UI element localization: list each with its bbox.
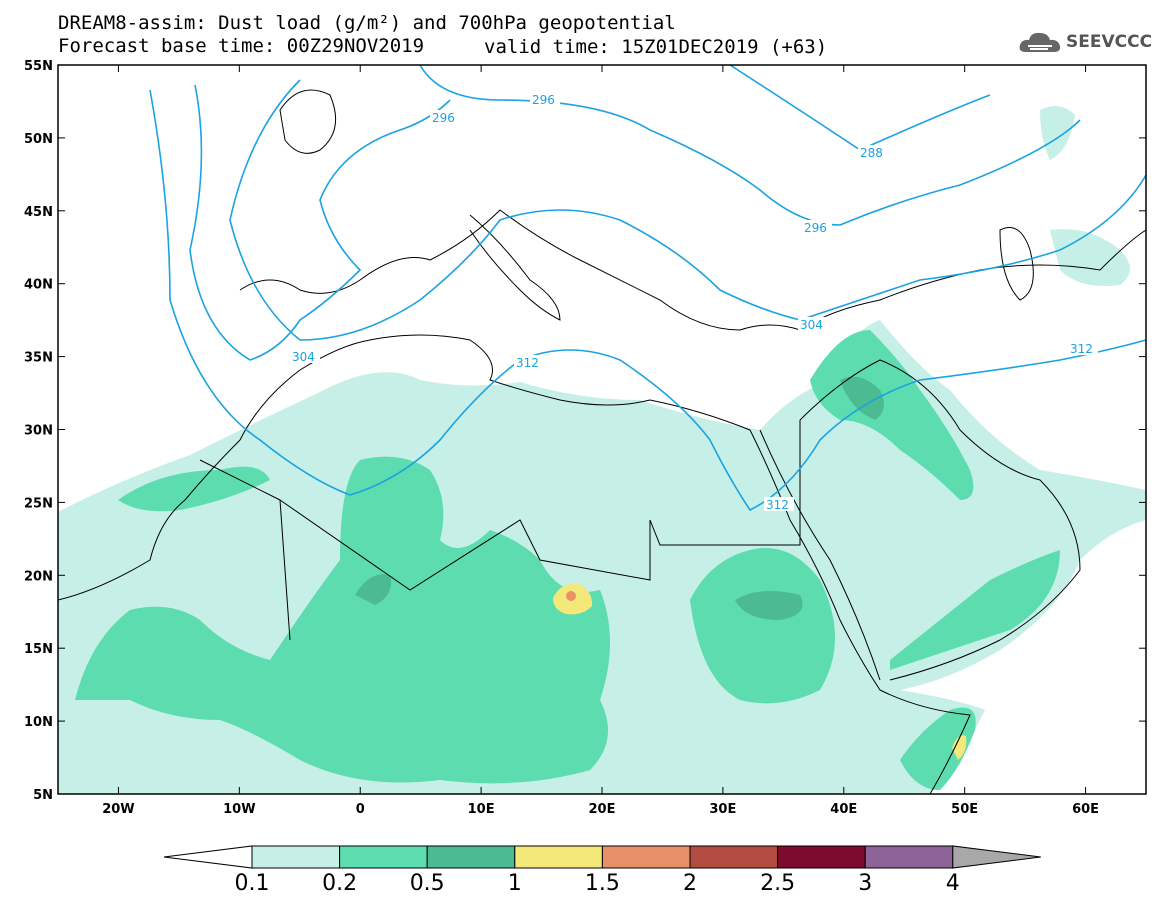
- axis-ticks: [58, 64, 1146, 795]
- colorbar-label: 0.2: [322, 871, 357, 896]
- lon-label: 10W: [223, 802, 255, 817]
- dust-region-east: [1040, 106, 1075, 160]
- coast-arabia: [799, 359, 1081, 681]
- lon-label: 30E: [709, 802, 736, 817]
- contour-label-296-west: 296: [432, 111, 455, 125]
- colorbar-label: 2: [683, 871, 697, 896]
- dust-region-mid: [75, 456, 610, 784]
- colorbar-box: [426, 845, 516, 869]
- contour-label-312-east: 312: [1070, 342, 1093, 356]
- border-sahara: [199, 420, 801, 641]
- lat-label: 25N: [24, 496, 53, 511]
- dust-region-kaz: [1050, 229, 1130, 286]
- contour-296-a: [419, 65, 1081, 226]
- lon-label: 60E: [1072, 802, 1099, 817]
- colorbar-label: 2.5: [760, 871, 795, 896]
- lat-label: 15N: [24, 642, 53, 657]
- colorbar-label: 0.1: [235, 871, 270, 896]
- lat-label: 30N: [24, 424, 53, 439]
- lon-label: 20W: [102, 802, 134, 817]
- colorbar-label: 4: [946, 871, 960, 896]
- map-title: DREAM8-assim: Dust load (g/m²) and 700hP…: [58, 12, 676, 34]
- lat-label: 40N: [24, 278, 53, 293]
- dust-region-iraq: [840, 376, 884, 420]
- colorbar-label: 1.5: [585, 871, 620, 896]
- dust-fill-layer: [58, 106, 1146, 794]
- colorbar-box: [601, 845, 691, 869]
- colorbar-box: [514, 845, 603, 869]
- coast-italy: [469, 214, 561, 321]
- lat-label: 5N: [33, 788, 53, 803]
- colorbar-box: [251, 845, 341, 869]
- cloud-icon: [1019, 32, 1061, 52]
- colorbar-label: 3: [858, 871, 872, 896]
- dust-region-nile: [690, 548, 835, 704]
- contour-label-312-south: 312: [766, 498, 789, 512]
- lon-axis: 20W 10W 0 10E 20E 30E 40E 50E 60E: [102, 802, 1099, 817]
- lat-label: 20N: [24, 569, 53, 584]
- contour-288: [729, 65, 991, 151]
- colorbar-box: [777, 845, 866, 869]
- coast-africa: [58, 334, 971, 794]
- contour-labels: 296 296 288 296 304 304 312 312 312: [290, 92, 1098, 512]
- dust-region-oman: [890, 550, 1060, 670]
- seevccc-logo: SEEVCCC: [1018, 28, 1158, 58]
- colorbar: 0.1 0.2 0.5 1 1.5 2 2.5 3 4: [163, 845, 1041, 896]
- lon-label: 0: [356, 802, 365, 817]
- dust-region-somalia-1: [952, 735, 967, 760]
- lat-axis: 55N 50N 45N 40N 35N 30N 25N 20N 15N 10N 5N: [24, 59, 53, 803]
- dust-region-arabia: [810, 330, 974, 500]
- dust-region-sudan: [735, 591, 803, 620]
- contour-label-312-north: 312: [516, 356, 539, 370]
- coast-uk: [279, 89, 337, 154]
- colorbar-under-arrow: [163, 845, 253, 869]
- contour-label-304-east: 304: [800, 318, 823, 332]
- lat-label: 55N: [24, 59, 53, 74]
- valid-time: valid time: 15Z01DEC2019 (+63): [484, 36, 828, 58]
- contour-312: [149, 89, 1146, 512]
- lon-label: 10E: [468, 802, 495, 817]
- colorbar-box: [339, 845, 428, 869]
- lat-label: 10N: [24, 715, 53, 730]
- contour-304: [229, 79, 1146, 341]
- contour-296-b: [189, 84, 451, 361]
- lon-label: 20E: [589, 802, 616, 817]
- coast-caspian: [999, 227, 1034, 301]
- forecast-base-time: Forecast base time: 00Z29NOV2019: [58, 35, 425, 57]
- coast-redsea: [759, 429, 881, 681]
- contour-label-296-north: 296: [532, 93, 555, 107]
- dust-region-somalia: [900, 707, 976, 790]
- contour-label-288: 288: [860, 146, 883, 160]
- lat-label: 45N: [24, 205, 53, 220]
- logo-text: SEEVCCC: [1066, 32, 1153, 52]
- contour-label-304-west: 304: [292, 350, 315, 364]
- contour-label-296-east: 296: [804, 221, 827, 235]
- colorbar-label: 0.5: [410, 871, 445, 896]
- dust-region-chad-2: [566, 591, 576, 601]
- colorbar-box: [689, 845, 779, 869]
- lat-label: 35N: [24, 351, 53, 366]
- lon-label: 40E: [830, 802, 857, 817]
- colorbar-label: 1: [508, 871, 522, 896]
- colorbar-box: [864, 845, 954, 869]
- lon-label: 50E: [951, 802, 978, 817]
- dust-region-mali: [355, 574, 391, 605]
- lat-label: 50N: [24, 132, 53, 147]
- colorbar-over-arrow: [952, 845, 1041, 869]
